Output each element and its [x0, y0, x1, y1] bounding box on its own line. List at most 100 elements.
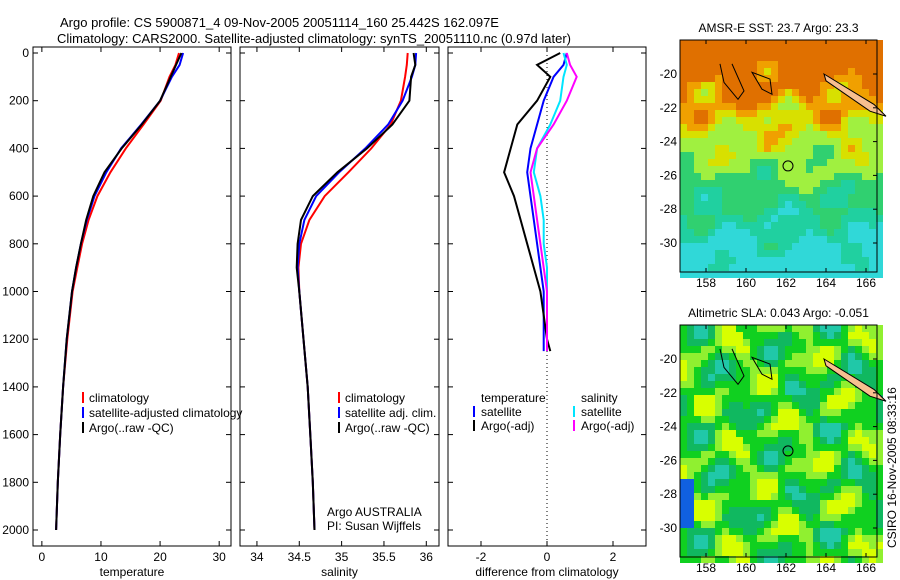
map-cell: [757, 54, 764, 61]
map-cell: [736, 145, 743, 152]
map-cell: [834, 124, 841, 131]
map-cell: [743, 138, 750, 145]
map-cell: [785, 486, 792, 493]
map-cell: [799, 535, 806, 542]
map-cell: [827, 138, 834, 145]
map-cell: [708, 430, 715, 437]
map-cell: [785, 145, 792, 152]
map-cell: [813, 451, 820, 458]
map-cell: [736, 402, 743, 409]
map-cell: [722, 367, 729, 374]
map-cell: [827, 257, 834, 264]
map-cell: [701, 507, 708, 514]
map-cell: [778, 374, 785, 381]
map-cell: [771, 451, 778, 458]
map-cell: [715, 472, 722, 479]
map-cell: [729, 451, 736, 458]
map-cell: [708, 110, 715, 117]
map-cell: [729, 187, 736, 194]
map-cell: [834, 486, 841, 493]
map-cell: [855, 402, 862, 409]
map-cell: [778, 507, 785, 514]
map-cell: [764, 521, 771, 528]
map-cell: [855, 430, 862, 437]
map-cell: [820, 507, 827, 514]
map-cell: [680, 152, 687, 159]
x-tick-label: 0: [544, 550, 551, 564]
map-cell: [785, 528, 792, 535]
map-cell: [862, 75, 869, 82]
map-cell: [715, 430, 722, 437]
map-cell: [708, 493, 715, 500]
map-cell: [729, 75, 736, 82]
argo-float-marker: [782, 160, 794, 172]
map-cell: [799, 229, 806, 236]
map-cell: [834, 47, 841, 54]
map-cell: [687, 138, 694, 145]
map-cell: [876, 124, 883, 131]
map-cell: [834, 479, 841, 486]
map-cell: [820, 479, 827, 486]
map-cell: [848, 166, 855, 173]
map-cell: [778, 395, 785, 402]
map-cell: [764, 208, 771, 215]
map-cell: [701, 374, 708, 381]
map-cell: [764, 479, 771, 486]
map-cell: [687, 271, 694, 278]
map-cell: [827, 110, 834, 117]
map-cell: [841, 61, 848, 68]
map-cell: [869, 332, 876, 339]
map-cell: [743, 549, 750, 556]
map-cell: [785, 236, 792, 243]
map-cell: [806, 507, 813, 514]
map-cell: [820, 110, 827, 117]
map-cell: [799, 465, 806, 472]
map-cell: [778, 472, 785, 479]
map-cell: [820, 402, 827, 409]
map-cell: [764, 131, 771, 138]
map-cell: [855, 500, 862, 507]
map-cell: [757, 173, 764, 180]
map-cell: [743, 367, 750, 374]
map-cell: [785, 138, 792, 145]
map-cell: [848, 535, 855, 542]
map-cell: [778, 367, 785, 374]
map-cell: [862, 82, 869, 89]
map-cell: [736, 346, 743, 353]
map-cell: [834, 465, 841, 472]
map-cell: [848, 159, 855, 166]
map-cell: [694, 500, 701, 507]
map-cell: [694, 479, 701, 486]
map-cell: [792, 395, 799, 402]
map-cell: [680, 40, 687, 47]
map-cell: [778, 430, 785, 437]
map-cell: [855, 416, 862, 423]
map-cell: [771, 138, 778, 145]
map-cell: [785, 124, 792, 131]
map-cell: [694, 556, 701, 563]
map-cell: [736, 451, 743, 458]
map-cell: [834, 444, 841, 451]
map-cell: [876, 40, 883, 47]
map-cell: [771, 360, 778, 367]
map-cell: [841, 208, 848, 215]
map-cell: [827, 47, 834, 54]
map-cell: [799, 486, 806, 493]
map-cell: [785, 416, 792, 423]
map-cell: [834, 549, 841, 556]
map-cell: [694, 138, 701, 145]
map-cell: [687, 180, 694, 187]
map-cell: [771, 437, 778, 444]
map-cell: [876, 437, 883, 444]
map-cell: [722, 82, 729, 89]
map-cell: [876, 402, 883, 409]
map-cell: [834, 180, 841, 187]
map-cell: [785, 222, 792, 229]
map-cell: [820, 187, 827, 194]
map-cell: [771, 423, 778, 430]
map-cell: [736, 103, 743, 110]
map-cell: [785, 339, 792, 346]
map-cell: [785, 243, 792, 250]
map-cell: [813, 416, 820, 423]
map-cell: [841, 166, 848, 173]
